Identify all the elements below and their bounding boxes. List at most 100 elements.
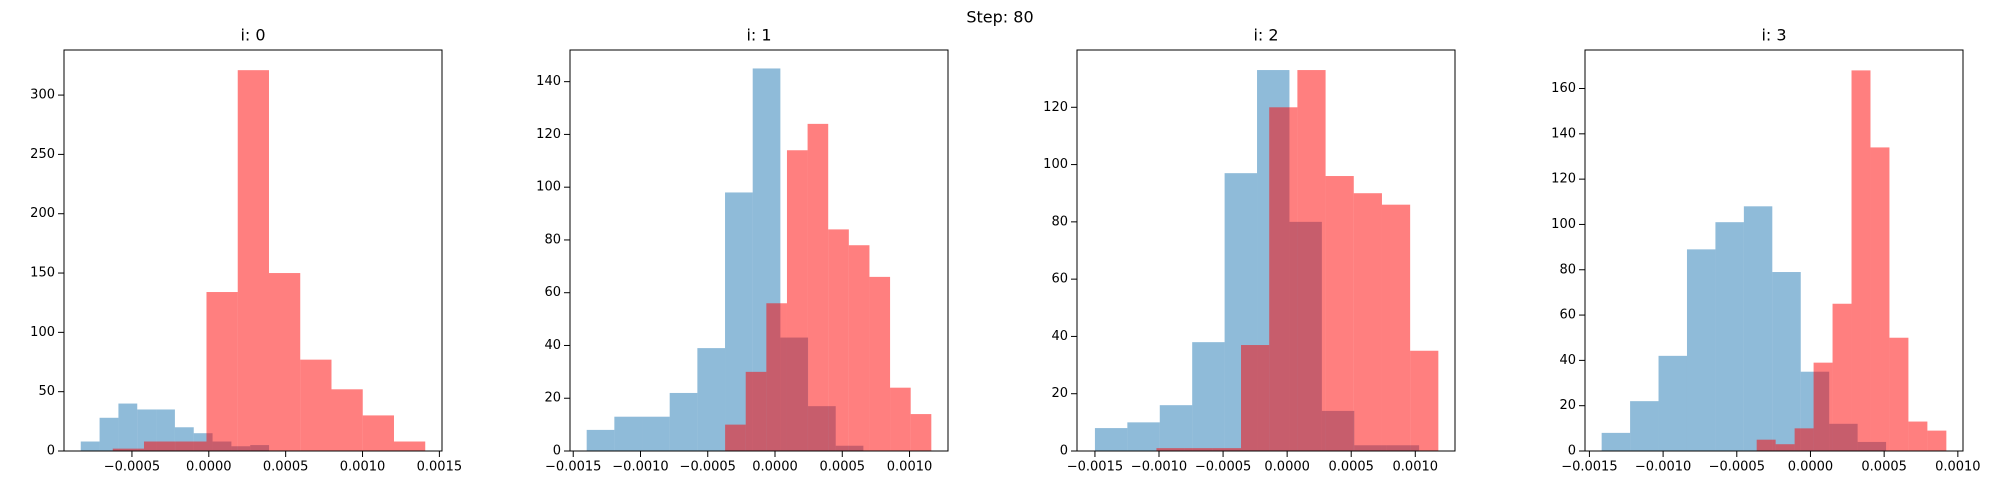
y-tick-label: 150	[30, 266, 55, 281]
y-tick-label: 100	[536, 180, 561, 195]
histogram-bar	[1870, 147, 1890, 451]
axes-frame	[1584, 49, 1964, 452]
histogram-bar	[1410, 350, 1439, 451]
x-tick-label: −0.0010	[612, 460, 668, 475]
x-tick-label: −0.0015	[1561, 460, 1617, 475]
figure-title: Step: 80	[966, 8, 1033, 27]
histogram-bar	[1601, 432, 1631, 451]
y-tick-label: 140	[536, 74, 561, 89]
subplot: i: 0 −0.0005 0.0000 0.0005 0.0010 0.0015 0 50 10…	[30, 26, 462, 475]
histogram-bar	[1658, 355, 1687, 451]
y-tick-label: 80	[1051, 214, 1068, 229]
x-tick-label: 0.0000	[1264, 460, 1310, 475]
y-tick-label: 20	[1559, 398, 1576, 413]
y-tick-label: 60	[1559, 308, 1576, 323]
histogram-bar	[1127, 422, 1160, 451]
histogram-bar	[1325, 176, 1354, 451]
y-tick-label: 120	[1043, 100, 1068, 115]
y-tick-label: 0	[1060, 444, 1068, 459]
histogram-bar	[848, 245, 870, 451]
histogram-bar	[1889, 337, 1909, 451]
histogram-bar	[1241, 345, 1270, 451]
y-tick-label: 60	[544, 285, 561, 300]
histogram-bar	[1630, 401, 1659, 451]
axes-frame	[63, 49, 443, 452]
subplot: i: 3 −0.0015 −0.0010 −0.0005 0.0000 0.0005 0.0…	[1551, 26, 1980, 475]
histogram-bar	[1156, 448, 1185, 451]
x-tick-label: −0.0005	[104, 460, 160, 475]
histogram-bar	[118, 403, 138, 451]
histogram-bar	[642, 416, 670, 451]
histogram-bar	[112, 448, 144, 451]
x-tick-label: −0.0005	[680, 460, 736, 475]
y-tick-label: 20	[1051, 386, 1068, 401]
histogram-bar	[910, 414, 932, 451]
histogram-bar	[869, 276, 891, 451]
x-tick-label: 0.0005	[1328, 460, 1374, 475]
histogram-bar	[1094, 428, 1128, 451]
subplot-title: i: 2	[1253, 26, 1278, 45]
histogram-bar	[156, 409, 175, 451]
y-tick-label: 140	[1551, 126, 1576, 141]
histogram-bar	[1927, 430, 1947, 451]
x-tick-label: −0.0010	[1635, 460, 1691, 475]
y-tick-label: 250	[30, 147, 55, 162]
histogram-bar	[1832, 303, 1852, 451]
x-tick-label: −0.0010	[1131, 460, 1187, 475]
y-tick-label: 120	[1551, 172, 1576, 187]
x-tick-label: −0.0005	[1195, 460, 1251, 475]
x-tick-label: 0.0000	[752, 460, 798, 475]
x-tick-label: 0.0010	[1935, 460, 1981, 475]
histogram-bar	[1715, 222, 1744, 451]
histogram-bar	[1743, 206, 1773, 451]
histogram-bar	[1381, 204, 1411, 451]
x-tick-label: 0.0010	[340, 460, 386, 475]
histogram-bar	[1353, 193, 1382, 451]
x-tick-label: −0.0015	[1067, 460, 1123, 475]
y-tick-label: 0	[553, 444, 561, 459]
x-tick-label: 0.0010	[887, 460, 933, 475]
histogram-bar	[143, 441, 176, 451]
x-tick-label: 0.0010	[1393, 460, 1439, 475]
histogram-bar	[586, 429, 615, 451]
x-tick-label: 0.0000	[1788, 460, 1834, 475]
histogram-bar	[807, 123, 829, 452]
y-tick-label: 100	[1043, 157, 1068, 172]
y-tick-label: 50	[38, 384, 55, 399]
histogram-bar	[828, 229, 849, 451]
histogram-bar	[890, 387, 911, 451]
histogram-bar	[725, 424, 746, 451]
histogram-bar	[1192, 342, 1225, 451]
x-tick-label: 0.0015	[417, 460, 463, 475]
histogram-bar	[80, 441, 100, 451]
subplot: i: 1 −0.0015 −0.0010 −0.0005 0.0000 0.0005 0.0…	[536, 26, 949, 475]
histogram-bar	[206, 292, 238, 451]
y-tick-label: 40	[1559, 353, 1576, 368]
histogram-bar	[745, 371, 767, 451]
histogram-bar	[1159, 405, 1193, 451]
subplot-title: i: 1	[746, 26, 771, 45]
histogram-bar	[1775, 444, 1795, 451]
histogram-bar	[1772, 272, 1801, 451]
y-tick-label: 40	[544, 338, 561, 353]
histogram-bar	[175, 441, 207, 451]
histogram-bar	[669, 392, 698, 451]
y-tick-label: 200	[30, 206, 55, 221]
histogram-bar	[362, 415, 394, 451]
y-tick-label: 160	[1551, 81, 1576, 96]
axes-frame	[569, 49, 949, 452]
subplot-title: i: 3	[1761, 26, 1786, 45]
x-tick-label: 0.0005	[820, 460, 866, 475]
histogram-bar	[1269, 107, 1298, 452]
histogram-bar	[786, 150, 808, 451]
y-tick-label: 60	[1051, 272, 1068, 287]
histogram-bar	[268, 273, 301, 451]
y-tick-label: 0	[1568, 444, 1576, 459]
y-tick-label: 300	[30, 88, 55, 103]
histogram-bar	[137, 409, 157, 451]
x-tick-label: 0.0005	[263, 460, 309, 475]
histogram-bar	[1297, 70, 1326, 452]
histogram-bar	[1908, 421, 1928, 451]
